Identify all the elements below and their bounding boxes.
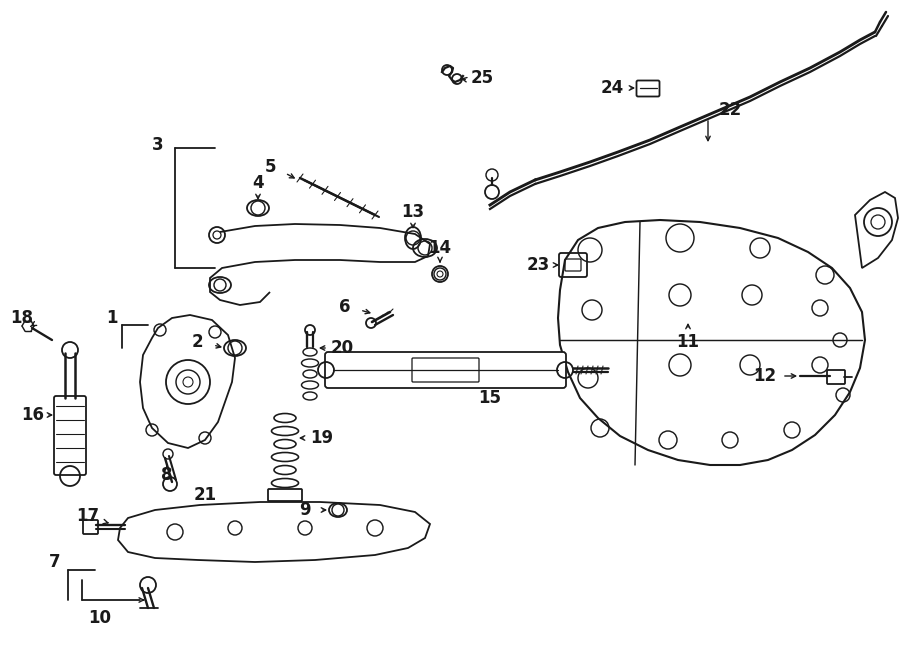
FancyBboxPatch shape [54,396,86,475]
Text: 10: 10 [88,609,112,627]
Text: 14: 14 [428,239,452,257]
Text: 12: 12 [753,367,777,385]
Text: 3: 3 [152,136,164,154]
Polygon shape [118,502,430,562]
Text: 22: 22 [718,101,742,119]
Polygon shape [140,315,235,448]
FancyBboxPatch shape [83,520,98,534]
Text: 2: 2 [191,333,202,351]
Text: 20: 20 [330,339,354,357]
Text: 9: 9 [299,501,310,519]
Text: 7: 7 [50,553,61,571]
Text: 21: 21 [194,486,217,504]
FancyBboxPatch shape [636,81,660,97]
Text: 23: 23 [526,256,550,274]
Text: 19: 19 [310,429,334,447]
Text: 8: 8 [161,466,173,484]
Text: 15: 15 [479,389,501,407]
Text: 17: 17 [76,507,100,525]
Text: 6: 6 [339,298,351,316]
FancyBboxPatch shape [827,370,845,384]
Text: 5: 5 [265,158,275,176]
Text: 1: 1 [106,309,118,327]
Text: 24: 24 [600,79,624,97]
Text: 13: 13 [401,203,425,221]
FancyBboxPatch shape [325,352,566,388]
Text: 11: 11 [677,333,699,351]
Text: 25: 25 [471,69,493,87]
Text: 18: 18 [11,309,33,327]
Text: 16: 16 [22,406,44,424]
Text: 4: 4 [252,174,264,192]
Circle shape [366,318,376,328]
